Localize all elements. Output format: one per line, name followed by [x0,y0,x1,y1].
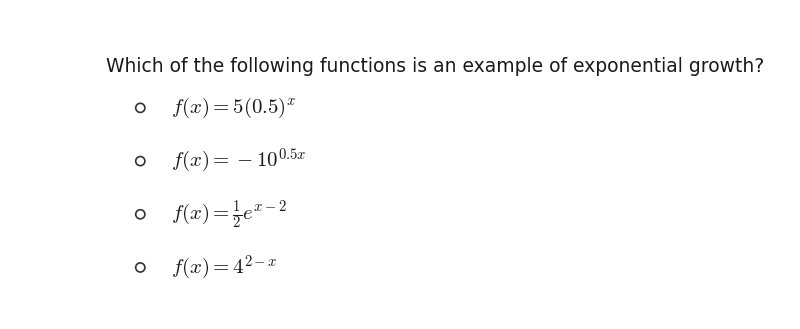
Text: $f(x) = 4^{2-x}$: $f(x) = 4^{2-x}$ [171,253,278,282]
Text: $f(x) = -10^{0.5x}$: $f(x) = -10^{0.5x}$ [171,147,306,175]
Text: $f(x) = 5(0.5)^{x}$: $f(x) = 5(0.5)^{x}$ [171,96,297,120]
Text: $f(x) = \frac{1}{2}e^{x-2}$: $f(x) = \frac{1}{2}e^{x-2}$ [171,198,287,231]
Text: Which of the following functions is an example of exponential growth?: Which of the following functions is an e… [106,57,765,76]
